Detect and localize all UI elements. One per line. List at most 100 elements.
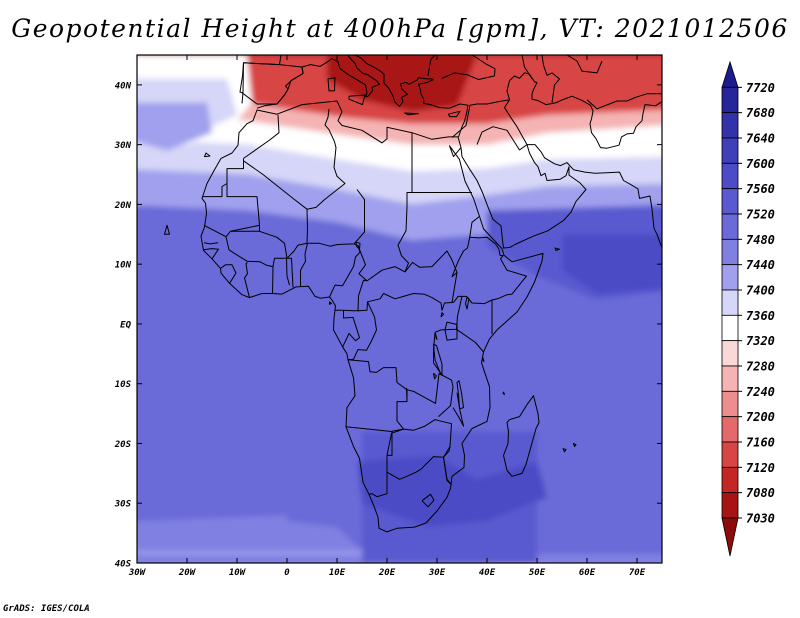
colorbar-swatch <box>721 86 739 114</box>
mozambique-border <box>443 446 452 486</box>
lake-turkana <box>465 296 470 310</box>
lon-tick-label: 30W <box>128 568 147 578</box>
lon-tick-label: 0 <box>284 568 290 578</box>
lesotho-border <box>421 493 435 508</box>
colorbar-top-arrow <box>721 60 739 88</box>
colorbar-label: 7680 <box>746 106 775 120</box>
chad-sudan-borders <box>357 192 412 282</box>
colorbar-label: 7720 <box>746 81 775 95</box>
colorbar-swatch <box>721 289 739 316</box>
colorbar-swatch <box>721 492 739 519</box>
colorbar-swatch <box>721 466 739 494</box>
sudan-ethiopia-border <box>451 216 480 278</box>
lat-tick-label: 40N <box>115 81 132 91</box>
colorbar-swatch <box>721 365 739 392</box>
iberia-block <box>241 62 304 105</box>
colorbar-label: 7030 <box>746 512 775 526</box>
colorbar-label: 7440 <box>746 258 775 272</box>
comoros-island <box>502 391 505 395</box>
lat-tick-label: 20N <box>114 201 132 211</box>
algeria-borders <box>243 108 346 210</box>
lon-tick-label: 30E <box>428 568 446 578</box>
lake-tanganyika <box>433 343 443 376</box>
colorbar-swatch <box>721 314 739 342</box>
lake-malawi <box>456 380 464 410</box>
sicily <box>348 94 366 106</box>
colorbar: 7720 7680 7640 7600 7560 7520 7480 7440 7400 7360… <box>721 60 775 557</box>
colorbar-swatch <box>721 416 739 443</box>
ivory-liberia-border <box>244 262 250 298</box>
colorbar-label: 7640 <box>746 132 775 146</box>
zim-zambia-border <box>386 419 452 458</box>
lon-tick-label: 50E <box>529 568 546 578</box>
colorbar-swatch <box>721 188 739 215</box>
zambia-drc-border <box>406 373 454 417</box>
colorbar-swatch <box>721 264 739 291</box>
colorbar-label: 7120 <box>746 461 775 475</box>
middle-east-borders <box>504 72 662 149</box>
lake-mweru <box>433 373 437 380</box>
field-patch-atlantic-ridge-3 <box>137 102 212 151</box>
colorbar-label: 7480 <box>746 233 775 247</box>
lake-victoria <box>444 321 458 341</box>
gambia-border <box>203 242 219 245</box>
colorbar-label: 7280 <box>746 360 775 374</box>
mauritius-island <box>573 443 577 447</box>
colorbar-label: 7400 <box>746 284 775 298</box>
sudan-south-sudan-border <box>404 250 458 303</box>
bioko-island <box>329 301 332 305</box>
canary-islands <box>204 152 211 158</box>
colorbar-label: 7600 <box>746 157 775 171</box>
congo-drc-west-border <box>347 301 377 361</box>
field-patch-south-atlantic <box>137 515 287 546</box>
colorbar-label: 7160 <box>746 436 775 450</box>
colorbar-swatch <box>721 340 739 367</box>
socotra-island <box>554 247 560 251</box>
aral-region <box>566 55 603 74</box>
africa-coastline <box>200 100 544 533</box>
colorbar-label: 7560 <box>746 182 775 196</box>
cyprus <box>448 110 461 118</box>
lat-tick-label: 30S <box>114 500 132 510</box>
black-sea-west <box>427 55 436 76</box>
sierra-leone-border <box>220 264 237 284</box>
caspian-east <box>541 55 560 103</box>
reunion-island <box>562 448 567 453</box>
namibia-borders <box>368 431 393 498</box>
balkans-anatolia-coast <box>354 55 469 138</box>
central-asia-border <box>586 93 662 110</box>
colorbar-swatch <box>721 238 739 266</box>
black-sea-south <box>441 55 496 80</box>
burkina-north-border <box>259 230 288 259</box>
colorbar-label: 7080 <box>746 486 775 500</box>
field-band-north-edge <box>112 25 687 55</box>
colorbar-swatch <box>721 112 739 139</box>
lake-chad <box>355 241 361 250</box>
caspian-west <box>521 55 533 80</box>
lat-tick-label: 30N <box>114 141 132 151</box>
lat-tick-label: 40S <box>115 560 132 570</box>
lon-tick-label: 10E <box>329 568 346 578</box>
kenya-tanzania-border <box>456 328 484 353</box>
lake-kivu <box>435 333 438 340</box>
lat-tick-label: EQ <box>120 320 131 330</box>
grads-credit: GrADS: IGES/COLA <box>3 604 90 614</box>
lon-tick-label: 60E <box>579 568 596 578</box>
sardinia <box>327 77 336 92</box>
lon-tick-label: 40E <box>479 568 496 578</box>
crete <box>404 112 419 116</box>
longitude-axis: 30W 20W 10W 0 10E 20E 30E 40E 50E 60E 70E <box>128 55 646 578</box>
benin-nigeria-border <box>300 243 308 287</box>
plot-frame <box>136 54 663 564</box>
colorbar-swatch <box>721 162 739 190</box>
colorbar-swatch <box>721 441 739 468</box>
colorbar-label: 7520 <box>746 208 775 222</box>
field-band-lavender <box>137 139 662 205</box>
gabon-congo-border <box>342 310 360 348</box>
colorbar-label: 7320 <box>746 334 775 348</box>
lake-albert <box>440 312 444 318</box>
morocco-algeria-border <box>243 114 280 159</box>
zanzibar-island <box>482 357 485 363</box>
colorbar-label: 7200 <box>746 410 775 424</box>
